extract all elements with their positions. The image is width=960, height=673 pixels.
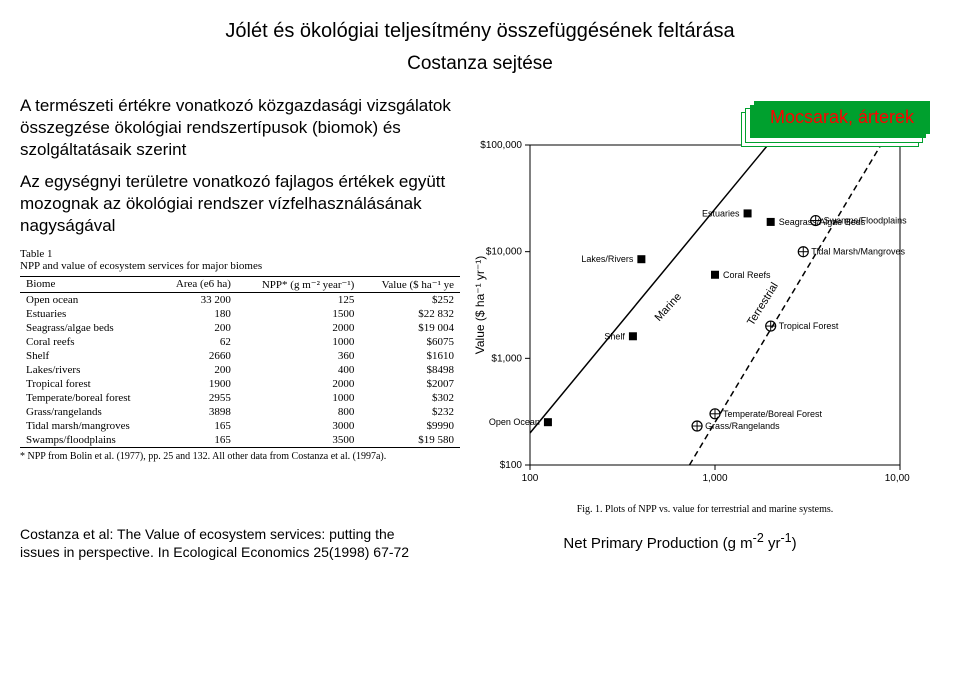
table-cell: Shelf xyxy=(20,349,158,363)
table-cell: $252 xyxy=(360,292,460,307)
table-cell: $1610 xyxy=(360,349,460,363)
intro-paragraph-2: Az egységnyi területre vonatkozó fajlago… xyxy=(20,171,460,237)
table-cell: $19 580 xyxy=(360,433,460,447)
table-cell: 2955 xyxy=(158,391,237,405)
table-cell: 165 xyxy=(158,419,237,433)
svg-text:Grass/Rangelands: Grass/Rangelands xyxy=(705,421,780,431)
table-cell: 3000 xyxy=(237,419,360,433)
svg-text:Lakes/Rivers: Lakes/Rivers xyxy=(581,254,634,264)
table-footnote: * NPP from Bolin et al. (1977), pp. 25 a… xyxy=(20,447,460,462)
table-row: Tidal marsh/mangroves1653000$9990 xyxy=(20,419,460,433)
table-cell: Coral reefs xyxy=(20,335,158,349)
table-cell: 62 xyxy=(158,335,237,349)
table-row: Lakes/rivers200400$8498 xyxy=(20,363,460,377)
svg-text:$10,000: $10,000 xyxy=(486,247,523,258)
table-cell: $19 004 xyxy=(360,321,460,335)
table-cell: 2660 xyxy=(158,349,237,363)
svg-text:Temperate/Boreal Forest: Temperate/Boreal Forest xyxy=(723,409,823,419)
table-row: Swamps/floodplains1653500$19 580 xyxy=(20,433,460,447)
table-cell: 2000 xyxy=(237,377,360,391)
table-row: Shelf2660360$1610 xyxy=(20,349,460,363)
table-header: Biome xyxy=(20,276,158,292)
svg-text:Estuaries: Estuaries xyxy=(702,208,740,218)
page-subtitle: Costanza sejtése xyxy=(20,53,940,75)
svg-text:$1,000: $1,000 xyxy=(491,353,522,364)
svg-text:Open Ocean: Open Ocean xyxy=(489,417,540,427)
table-cell: Seagrass/algae beds xyxy=(20,321,158,335)
table-cell: 3898 xyxy=(158,405,237,419)
table-cell: 360 xyxy=(237,349,360,363)
table-cell: Lakes/rivers xyxy=(20,363,158,377)
svg-text:$100: $100 xyxy=(500,460,523,471)
svg-text:$100,000: $100,000 xyxy=(480,140,522,151)
table-cell: $9990 xyxy=(360,419,460,433)
svg-text:Terrestrial: Terrestrial xyxy=(745,280,781,327)
table-header: Value ($ ha⁻¹ ye xyxy=(360,276,460,292)
table-cell: 165 xyxy=(158,433,237,447)
table-cell: $302 xyxy=(360,391,460,405)
table-cell: 200 xyxy=(158,363,237,377)
table-cell: Swamps/floodplains xyxy=(20,433,158,447)
table-cell: 1900 xyxy=(158,377,237,391)
table-cell: $8498 xyxy=(360,363,460,377)
table-cell: 800 xyxy=(237,405,360,419)
svg-text:Tidal Marsh/Mangroves: Tidal Marsh/Mangroves xyxy=(811,247,905,257)
table-row: Seagrass/algae beds2002000$19 004 xyxy=(20,321,460,335)
table-cell: Grass/rangelands xyxy=(20,405,158,419)
table-row: Temperate/boreal forest29551000$302 xyxy=(20,391,460,405)
table-cell: 3500 xyxy=(237,433,360,447)
table-cell: 400 xyxy=(237,363,360,377)
svg-text:1,000: 1,000 xyxy=(702,473,727,484)
table-cell: 1500 xyxy=(237,307,360,321)
table-row: Grass/rangelands3898800$232 xyxy=(20,405,460,419)
svg-text:Value ($ ha⁻¹ yr⁻¹): Value ($ ha⁻¹ yr⁻¹) xyxy=(473,256,487,354)
table-cell: 200 xyxy=(158,321,237,335)
table-row: Coral reefs621000$6075 xyxy=(20,335,460,349)
table-cell: $232 xyxy=(360,405,460,419)
table-cell: 180 xyxy=(158,307,237,321)
table-caption: NPP and value of ecosystem services for … xyxy=(20,260,262,272)
table-cell: Tropical forest xyxy=(20,377,158,391)
table-cell: $6075 xyxy=(360,335,460,349)
table-cell: 1000 xyxy=(237,335,360,349)
table-cell: Tidal marsh/mangroves xyxy=(20,419,158,433)
svg-text:Tropical Forest: Tropical Forest xyxy=(779,321,839,331)
table-header: NPP* (g m⁻² year⁻¹) xyxy=(237,276,360,292)
table-row: Open ocean33 200125$252 xyxy=(20,292,460,307)
svg-text:Marine: Marine xyxy=(653,291,684,324)
table-cell: Open ocean xyxy=(20,292,158,307)
svg-text:100: 100 xyxy=(522,473,539,484)
table-row: Tropical forest19002000$2007 xyxy=(20,377,460,391)
npp-value-chart: $100 $1,000 $10,000 $100,000 100 1,000 10,000 V… xyxy=(470,95,910,495)
table-cell: Temperate/boreal forest xyxy=(20,391,158,405)
table-header: Area (e6 ha) xyxy=(158,276,237,292)
biome-table: BiomeArea (e6 ha)NPP* (g m⁻² year⁻¹)Valu… xyxy=(20,276,460,447)
table-cell: $2007 xyxy=(360,377,460,391)
chart-xlabel: Net Primary Production (g m-2 yr-1) xyxy=(420,525,940,561)
table-row: Estuaries1801500$22 832 xyxy=(20,307,460,321)
table-cell: 1000 xyxy=(237,391,360,405)
table-cell: Estuaries xyxy=(20,307,158,321)
page-title: Jólét és ökológiai teljesítmény összefüg… xyxy=(20,20,940,43)
table-cell: 2000 xyxy=(237,321,360,335)
biome-table-container: Table 1 NPP and value of ecosystem servi… xyxy=(20,248,460,462)
highlight-badge: Mocsarak, árterek xyxy=(754,101,930,134)
table-cell: 33 200 xyxy=(158,292,237,307)
table-cell: 125 xyxy=(237,292,360,307)
svg-text:Coral Reefs: Coral Reefs xyxy=(723,270,771,280)
svg-text:Shelf: Shelf xyxy=(604,331,625,341)
svg-text:Swamps/Floodplains: Swamps/Floodplains xyxy=(824,216,908,226)
svg-text:10,000: 10,000 xyxy=(885,473,910,484)
citation: Costanza et al: The Value of ecosystem s… xyxy=(20,525,420,561)
table-cell: $22 832 xyxy=(360,307,460,321)
figure-caption: Fig. 1. Plots of NPP vs. value for terre… xyxy=(470,504,940,515)
intro-paragraph-1: A természeti értékre vonatkozó közgazdas… xyxy=(20,95,460,161)
table-label: Table 1 xyxy=(20,248,460,260)
